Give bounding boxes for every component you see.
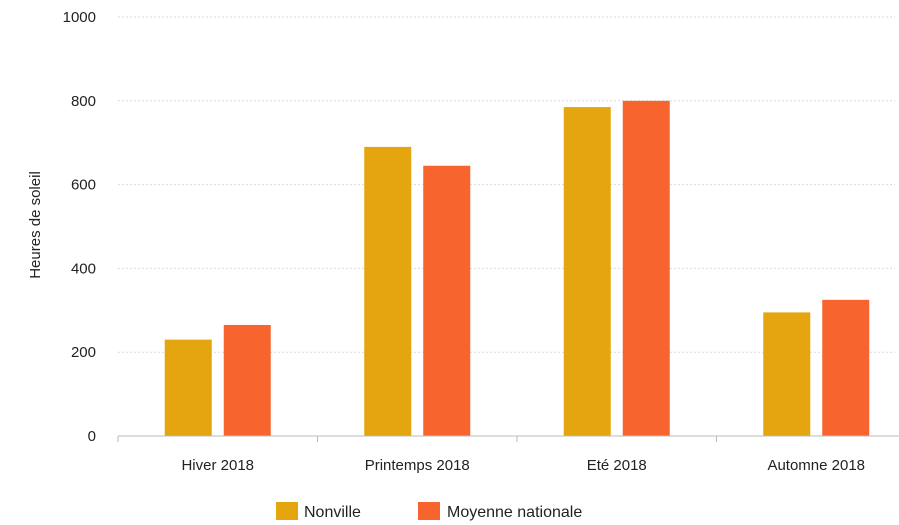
bar-nonville — [164, 339, 212, 436]
x-tick-label: Automne 2018 — [767, 457, 865, 474]
bar-moyenne-nationale — [622, 100, 670, 437]
legend-label: Moyenne nationale — [447, 504, 582, 521]
bar-nonville — [563, 107, 611, 437]
legend-swatch — [276, 502, 298, 520]
grid-lines — [118, 16, 895, 353]
legend-swatch — [418, 502, 440, 520]
y-tick-label: 800 — [71, 93, 96, 110]
bar-nonville — [763, 312, 811, 436]
x-axis: Hiver 2018 Printemps 2018 Eté 2018 Automne … — [117, 435, 899, 474]
y-tick-label: 400 — [71, 260, 96, 277]
legend: Nonville Moyenne nationale — [276, 502, 582, 521]
y-tick-label: 0 — [88, 428, 96, 445]
y-axis-ticks: 0 200 400 600 800 1000 — [63, 9, 96, 445]
bar-moyenne-nationale — [223, 324, 271, 436]
x-tick-label: Printemps 2018 — [365, 457, 470, 474]
y-tick-label: 200 — [71, 344, 96, 361]
y-tick-label: 1000 — [63, 9, 96, 26]
bar-nonville — [364, 146, 412, 436]
y-axis-title: Heures de soleil — [27, 171, 44, 279]
bar-moyenne-nationale — [822, 299, 870, 436]
legend-label: Nonville — [304, 504, 361, 521]
y-tick-label: 600 — [71, 177, 96, 194]
x-tick-label: Eté 2018 — [587, 457, 647, 474]
bar-moyenne-nationale — [423, 165, 471, 436]
bars — [164, 100, 870, 437]
x-tick-label: Hiver 2018 — [181, 457, 254, 474]
